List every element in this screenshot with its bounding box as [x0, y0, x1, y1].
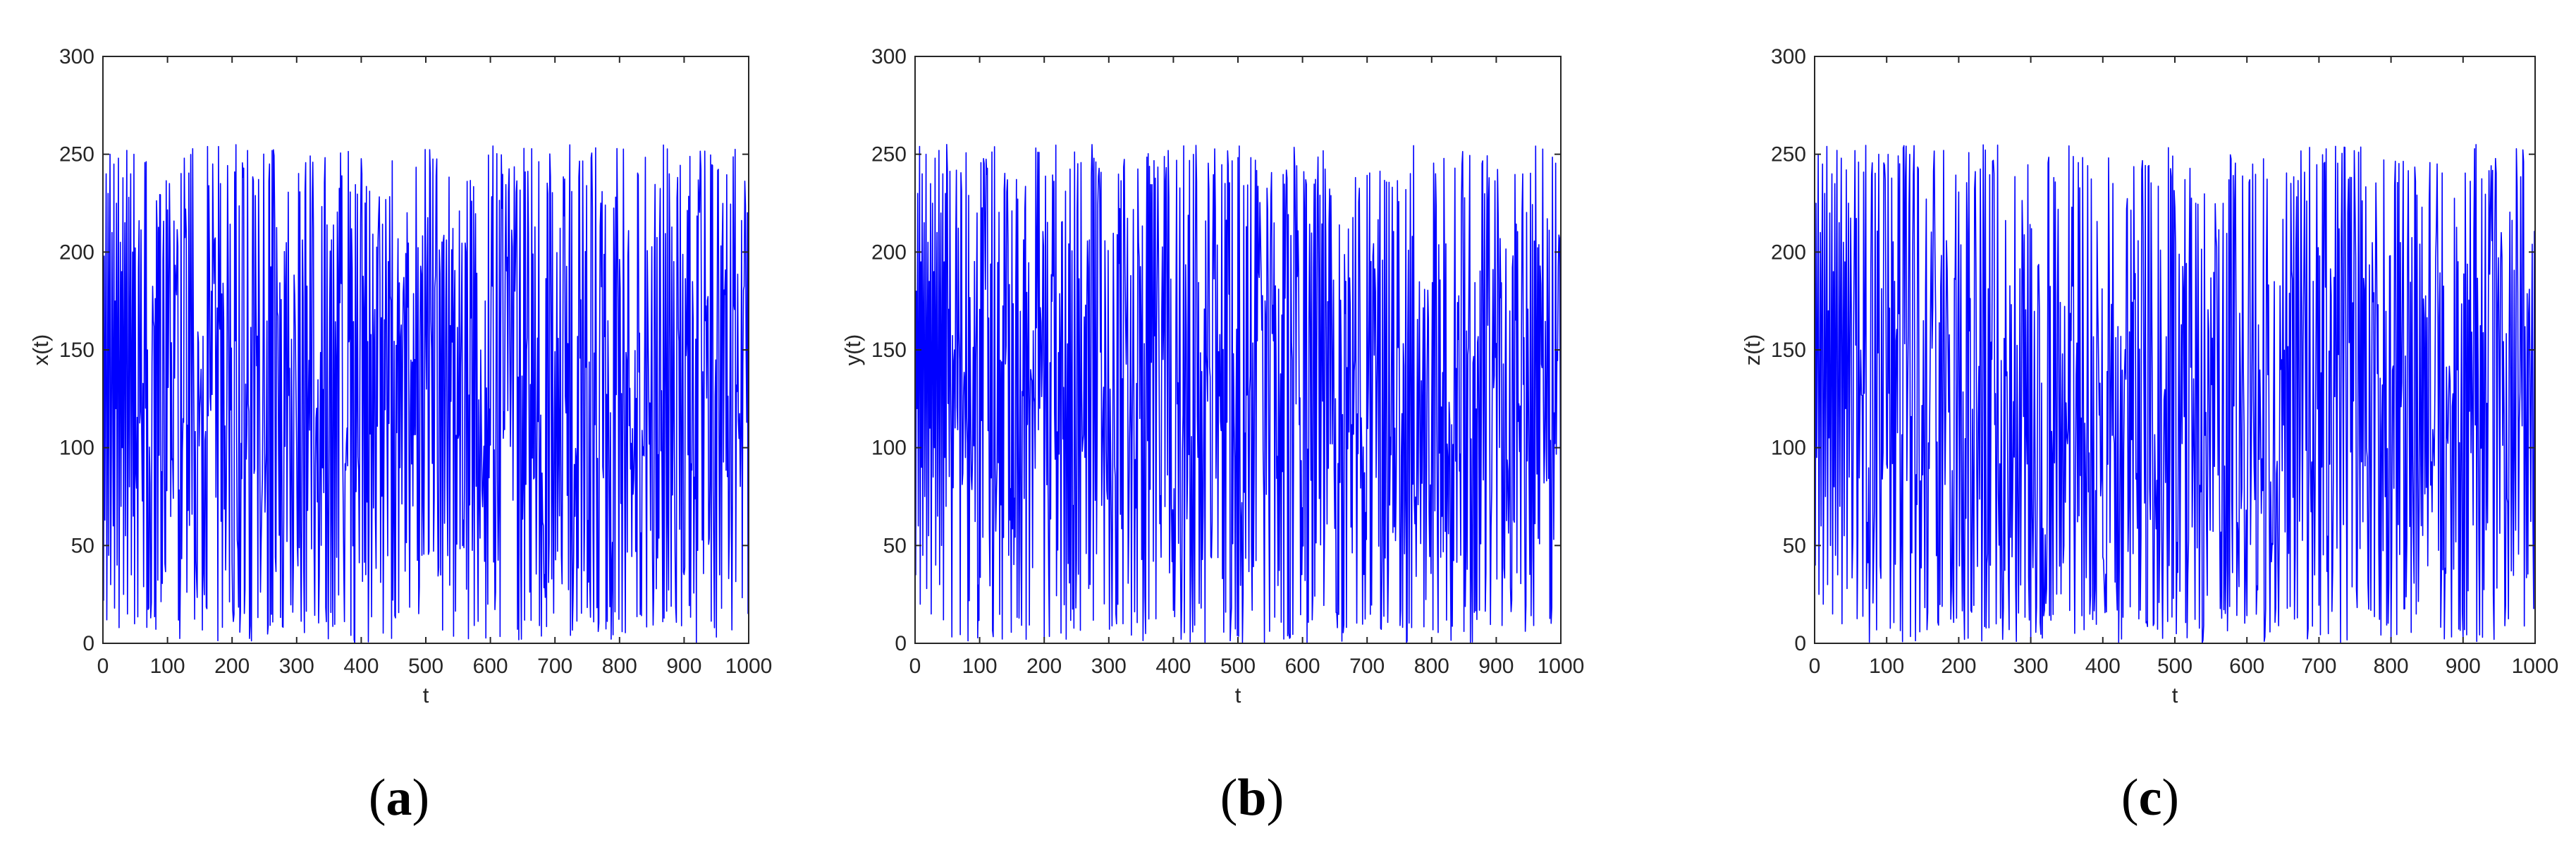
y-tick-label-c: 150 [1771, 339, 1806, 362]
x-tick-label-a: 700 [537, 655, 572, 678]
y-tick-label-a: 250 [59, 143, 94, 166]
x-tick-label-c: 800 [2374, 655, 2409, 678]
x-tick-label-a: 400 [343, 655, 379, 678]
panel-caption-c: (c) [2121, 769, 2179, 827]
x-tick-label-a: 100 [150, 655, 185, 678]
caption-open-c: ( [2121, 769, 2139, 827]
y-tick-label-c: 100 [1771, 437, 1806, 460]
caption-letter-c: c [2139, 769, 2162, 827]
y-tick-label-c: 300 [1771, 45, 1806, 68]
y-ticks-a: 0 50 100 150 200 250 300 [59, 45, 749, 655]
x-tick-label-a: 800 [602, 655, 637, 678]
caption-close-c: ) [2161, 769, 2179, 827]
y-tick-label-a: 0 [82, 632, 94, 655]
y-axis-label-c: z(t) [1740, 334, 1765, 366]
y-tick-label-c: 0 [1794, 632, 1806, 655]
series-line-c [1814, 144, 2536, 644]
panel-b: 0 100 200 300 400 500 600 700 800 900 1000 0 50 100 1… [840, 45, 1584, 827]
y-tick-label-a: 200 [59, 241, 94, 264]
x-ticks-a: 0 100 200 300 400 500 600 700 800 900 1000 [97, 56, 773, 678]
x-tick-label-b: 700 [1349, 655, 1385, 678]
x-tick-label-b: 400 [1155, 655, 1191, 678]
caption-open-a: ( [369, 769, 386, 827]
x-tick-label-b: 600 [1285, 655, 1320, 678]
y-tick-label-a: 150 [59, 339, 94, 362]
x-tick-label-b: 1000 [1538, 655, 1585, 678]
caption-letter-b: b [1237, 769, 1266, 827]
x-tick-label-a: 900 [666, 655, 701, 678]
x-tick-label-c: 400 [2085, 655, 2121, 678]
y-tick-label-b: 250 [871, 143, 907, 166]
y-ticks-c: 0 50 100 150 200 250 300 [1771, 45, 2535, 655]
x-tick-label-b: 900 [1478, 655, 1514, 678]
x-tick-label-b: 800 [1414, 655, 1449, 678]
y-tick-label-b: 0 [895, 632, 907, 655]
series-group-a [102, 144, 749, 644]
series-group-c [1814, 144, 2536, 644]
x-axis-label-a: t [423, 683, 429, 708]
series-line-b [914, 144, 1562, 644]
panel-caption-b: (b) [1220, 769, 1284, 827]
x-tick-label-a: 600 [473, 655, 508, 678]
caption-close-a: ) [412, 769, 430, 827]
series-group-b [914, 144, 1562, 644]
x-tick-label-c: 700 [2301, 655, 2336, 678]
x-ticks-b: 0 100 200 300 400 500 600 700 800 900 1000 [909, 56, 1585, 678]
x-tick-label-c: 1000 [2512, 655, 2559, 678]
y-tick-label-a: 300 [59, 45, 94, 68]
caption-open-b: ( [1220, 769, 1238, 827]
y-tick-label-a: 50 [71, 534, 94, 557]
panel-a: 0 100 200 300 400 500 600 700 800 900 1000 0 50 100 1… [28, 45, 772, 827]
x-tick-label-b: 300 [1091, 655, 1127, 678]
x-ticks-c: 0 100 200 300 400 500 600 700 800 900 1000 [1809, 56, 2559, 678]
x-axis-label-c: t [2172, 683, 2178, 708]
x-axis-label-b: t [1235, 683, 1241, 708]
y-tick-label-c: 250 [1771, 143, 1806, 166]
series-line-a [102, 144, 749, 644]
x-tick-label-c: 900 [2446, 655, 2481, 678]
panel-caption-a: (a) [369, 769, 429, 827]
y-axis-label-a: x(t) [28, 334, 53, 366]
panel-c: 0 100 200 300 400 500 600 700 800 900 1000 0 50 100 1… [1740, 45, 2558, 827]
caption-close-b: ) [1267, 769, 1284, 827]
y-ticks-b: 0 50 100 150 200 250 300 [871, 45, 1561, 655]
caption-letter-a: a [386, 769, 412, 827]
x-tick-label-c: 600 [2229, 655, 2264, 678]
x-tick-label-c: 200 [1941, 655, 1976, 678]
y-tick-label-b: 100 [871, 437, 907, 460]
y-tick-label-b: 50 [883, 534, 907, 557]
y-axis-label-b: y(t) [840, 334, 865, 366]
x-tick-label-c: 300 [2013, 655, 2049, 678]
x-tick-label-c: 500 [2157, 655, 2192, 678]
y-tick-label-b: 300 [871, 45, 907, 68]
y-tick-label-c: 50 [1783, 534, 1806, 557]
x-tick-label-a: 200 [214, 655, 250, 678]
y-tick-label-c: 200 [1771, 241, 1806, 264]
y-tick-label-a: 100 [59, 437, 94, 460]
y-tick-label-b: 150 [871, 339, 907, 362]
y-tick-label-b: 200 [871, 241, 907, 264]
x-tick-label-b: 0 [909, 655, 921, 678]
x-tick-label-a: 1000 [725, 655, 773, 678]
x-tick-label-a: 500 [408, 655, 443, 678]
x-tick-label-c: 100 [1869, 655, 1904, 678]
x-tick-label-b: 500 [1220, 655, 1256, 678]
x-tick-label-c: 0 [1809, 655, 1821, 678]
x-tick-label-a: 300 [279, 655, 314, 678]
x-tick-label-b: 100 [962, 655, 998, 678]
x-tick-label-b: 200 [1026, 655, 1062, 678]
x-tick-label-a: 0 [97, 655, 109, 678]
